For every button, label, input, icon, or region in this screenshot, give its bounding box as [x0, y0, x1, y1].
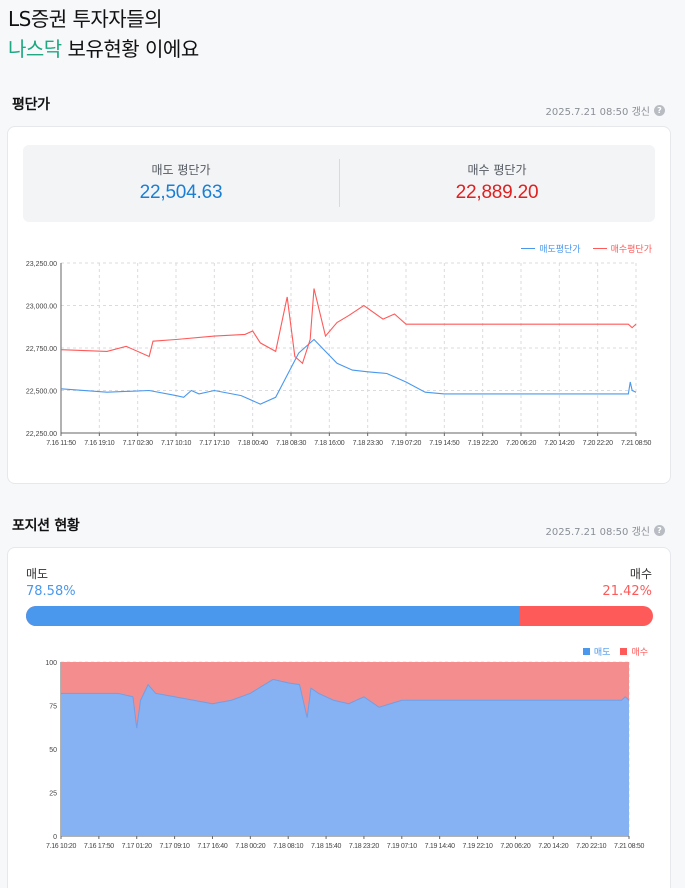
- x-tick-label: 7.19 07:10: [387, 843, 417, 850]
- legend-sell-swatch: [582, 648, 590, 655]
- legend-buy-swatch: [620, 648, 628, 655]
- x-tick-label: 7.18 00:40: [238, 440, 268, 447]
- x-tick-label: 7.20 06:20: [506, 440, 536, 447]
- sell-avg: 매도 평단가 22,504.63: [23, 161, 339, 204]
- buy-avg-value: 22,889.20: [455, 182, 539, 203]
- x-tick-label: 7.20 06:20: [500, 843, 530, 850]
- y-tick-label: 100: [45, 660, 57, 667]
- y-tick-label: 25: [49, 791, 57, 798]
- avg-card: 매도 평단가 22,504.63 매수 평단가 22,889.20 매도평단가 …: [7, 126, 671, 484]
- help-icon[interactable]: ?: [654, 525, 665, 536]
- buy-pct: 21.42%: [602, 584, 652, 599]
- x-tick-label: 7.17 10:10: [161, 440, 191, 447]
- x-tick-label: 7.19 14:50: [429, 440, 459, 447]
- x-tick-label: 7.20 14:20: [544, 440, 574, 447]
- x-tick-label: 7.18 08:30: [276, 440, 306, 447]
- x-tick-label: 7.17 01:20: [122, 843, 152, 850]
- sell-pct: 78.58%: [26, 584, 76, 599]
- x-tick-label: 7.18 08:10: [273, 843, 303, 850]
- pos-legend: 매도 매수: [582, 645, 648, 658]
- x-tick-label: 7.18 00:20: [235, 843, 265, 850]
- legend-sell-label: 매도평단가: [539, 245, 581, 255]
- sell-avg-label: 매도 평단가: [151, 163, 211, 177]
- avg-updated: 2025.7.21 08:50 갱신 ?: [546, 103, 665, 118]
- x-tick-label: 7.20 22:20: [583, 440, 613, 447]
- x-tick-label: 7.17 16:40: [197, 843, 227, 850]
- y-tick-label: 22,500.00: [26, 389, 57, 396]
- page-title-line2: 나스닥 보유현황 이에요: [8, 34, 199, 64]
- x-tick-label: 7.20 14:20: [538, 843, 568, 850]
- x-tick-label: 7.16 17:50: [84, 843, 114, 850]
- area-line-sell: [61, 678, 630, 729]
- x-tick-label: 7.21 08:50: [614, 843, 644, 850]
- x-tick-label: 7.21 08:50: [621, 440, 651, 447]
- legend-buy-label: 매수평단가: [610, 245, 652, 255]
- avg-summary: 매도 평단가 22,504.63 매수 평단가 22,889.20: [23, 145, 655, 222]
- sell-label: 매도: [26, 567, 49, 581]
- y-tick-label: 22,250.00: [26, 431, 57, 438]
- avg-price-chart: 22,250.00 22,500.00 22,750.00 23,000.00 23,2…: [26, 261, 652, 447]
- x-tick-label: 7.18 15:40: [311, 843, 341, 850]
- pos-updated-text: 2025.7.21 08:50 갱신: [545, 527, 650, 538]
- y-tick-label: 23,250.00: [26, 261, 57, 268]
- y-tick-label: 23,000.00: [26, 304, 57, 311]
- pos-updated: 2025.7.21 08:50 갱신 ?: [546, 523, 665, 538]
- avg-updated-text: 2025.7.21 08:50 갱신: [545, 107, 650, 118]
- x-tick-label: 7.19 14:40: [425, 843, 455, 850]
- pos-card: 매도 78.58% 매수 21.42% 매도 매수 0 25 50 75 100 7.16…: [7, 547, 671, 888]
- x-tick-label: 7.16 11:50: [46, 440, 76, 447]
- page-title: LS증권 투자자들의 나스닥 보유현황 이에요: [8, 4, 199, 64]
- y-tick-label: 0: [53, 834, 57, 841]
- x-tick-label: 7.19 22:10: [462, 843, 492, 850]
- x-tick-label: 7.20 22:10: [576, 843, 606, 850]
- y-tick-label: 75: [49, 704, 57, 711]
- x-tick-label: 7.19 22:20: [468, 440, 498, 447]
- line-series-sell: [60, 338, 637, 405]
- x-tick-label: 7.17 02:30: [123, 440, 153, 447]
- x-tick-label: 7.16 10:20: [46, 843, 76, 850]
- page-title-line1: LS증권 투자자들의: [8, 7, 162, 31]
- market-name: 나스닥: [8, 37, 62, 61]
- divider: [339, 159, 340, 207]
- line-series-buy: [60, 288, 637, 365]
- buy-label: 매수: [629, 567, 652, 581]
- page-title-rest: 보유현황 이에요: [61, 37, 200, 61]
- legend-sell-label: 매도: [593, 648, 611, 658]
- position-ratio-bar: [26, 606, 653, 626]
- x-tick-label: 7.18 23:20: [349, 843, 379, 850]
- x-tick-label: 7.16 19:10: [84, 440, 114, 447]
- pos-section-title: 포지션 현황: [12, 518, 80, 534]
- avg-section-title: 평단가: [12, 97, 50, 113]
- legend-sell-swatch: [521, 248, 536, 249]
- position-ratio-sell: [26, 606, 519, 626]
- x-tick-label: 7.19 07:20: [391, 440, 421, 447]
- area-series-sell: [61, 679, 629, 836]
- avg-legend: 매도평단가 매수평단가: [521, 242, 652, 255]
- y-tick-label: 50: [49, 747, 57, 754]
- buy-avg-label: 매수 평단가: [467, 163, 527, 177]
- x-tick-label: 7.17 17:10: [199, 440, 229, 447]
- y-tick-label: 22,750.00: [26, 346, 57, 353]
- sell-avg-value: 22,504.63: [139, 182, 223, 203]
- x-tick-label: 7.17 09:10: [160, 843, 190, 850]
- position-chart: 0 25 50 75 100 7.16 10:20 7.16 17:50 7.17 01:20…: [45, 660, 644, 850]
- buy-avg: 매수 평단가 22,889.20: [339, 161, 655, 204]
- x-tick-label: 7.18 16:00: [314, 440, 344, 447]
- legend-buy-label: 매수: [631, 648, 648, 658]
- legend-buy-swatch: [592, 248, 607, 249]
- help-icon[interactable]: ?: [654, 105, 665, 116]
- x-tick-label: 7.18 23:30: [353, 440, 383, 447]
